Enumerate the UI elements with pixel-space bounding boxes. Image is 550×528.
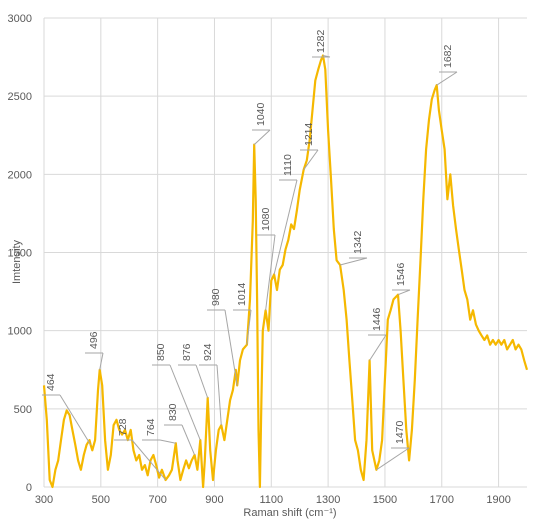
annotation-leader (339, 257, 368, 266)
annotation-label: 876 (181, 343, 193, 361)
y-tick-label: 3000 (8, 13, 32, 25)
annotation-leader (131, 439, 166, 481)
annotation-label: 1470 (394, 420, 406, 444)
annotation-label: 1080 (260, 207, 272, 231)
x-tick-label: 700 (148, 494, 166, 506)
x-tick-label: 1500 (373, 494, 397, 506)
annotation-label: 850 (155, 343, 167, 361)
annotation-label: 1342 (352, 230, 364, 254)
y-tick-label: 2500 (8, 91, 32, 103)
x-tick-label: 1700 (430, 494, 454, 506)
x-tick-label: 1300 (316, 494, 340, 506)
annotation-label: 1682 (442, 44, 454, 68)
annotation-label: 1040 (255, 102, 267, 126)
annotation-leader (99, 352, 104, 370)
annotation-leader (397, 289, 411, 296)
x-tick-label: 300 (35, 494, 53, 506)
annotation-label: 1282 (315, 29, 327, 53)
annotation-leader (273, 179, 298, 275)
annotation-leader (253, 129, 271, 145)
annotation-label: 924 (202, 343, 214, 361)
x-tick-label: 1100 (259, 494, 283, 506)
annotation-leader (216, 364, 222, 426)
annotation-label: 764 (145, 418, 157, 436)
annotation-leader (303, 149, 319, 170)
spectrum-line (42, 54, 529, 489)
annotation-leader (224, 309, 238, 386)
x-axis-label: Raman shift (cm⁻¹) (243, 507, 336, 519)
annotation-leader (181, 424, 196, 456)
annotation-leader (369, 334, 387, 361)
annotation-label: 1446 (371, 307, 383, 331)
y-tick-label: 1500 (8, 248, 32, 260)
annotation-label: 1110 (282, 154, 294, 176)
y-tick-label: 1000 (8, 326, 32, 338)
annotation-label: 980 (210, 288, 222, 306)
annotation-label: 1214 (303, 122, 315, 146)
annotation-label: 1014 (236, 282, 248, 306)
annotation-label: 830 (167, 403, 179, 421)
annotation-label: 496 (88, 331, 100, 349)
annotation-leader (195, 364, 209, 399)
annotation-leader (322, 55, 331, 58)
annotation-label: 1546 (395, 262, 407, 286)
annotation-leader (169, 364, 201, 441)
y-axis-label: Imtensity (11, 239, 23, 284)
annotation-label: 728 (117, 418, 129, 436)
x-tick-label: 500 (92, 494, 110, 506)
annotation-leader (246, 309, 252, 345)
annotation-leader (265, 234, 276, 311)
y-tick-label: 500 (14, 404, 32, 416)
x-tick-label: 1900 (486, 494, 510, 506)
annotation-leader (59, 394, 92, 446)
annotation-leader (436, 71, 458, 86)
y-tick-label: 2000 (8, 169, 32, 181)
y-tick-label: 0 (26, 482, 32, 494)
annotation-leader (376, 447, 410, 471)
annotation-leader (159, 439, 176, 444)
annotation-label: 464 (45, 373, 57, 391)
x-tick-label: 900 (205, 494, 223, 506)
